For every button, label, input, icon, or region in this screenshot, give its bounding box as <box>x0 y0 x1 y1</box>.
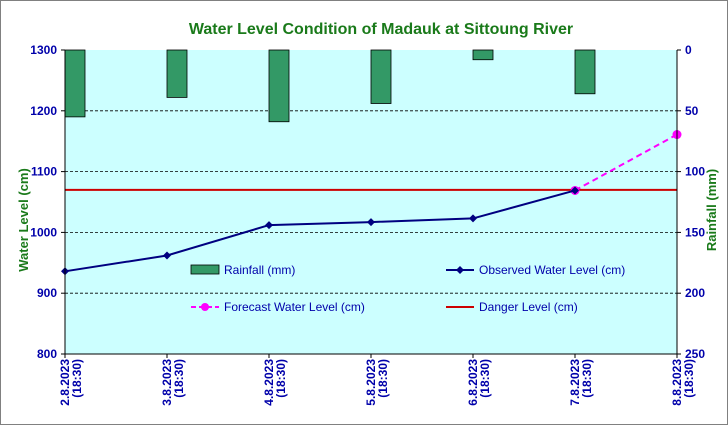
rainfall-bar <box>472 49 494 61</box>
x-tick-time: (18:30) <box>682 359 696 398</box>
x-tick-label: 3.8.2023(18:30) <box>160 359 186 406</box>
chart-title: Water Level Condition of Madauk at Sitto… <box>189 21 573 38</box>
rainfall-bar <box>370 49 392 104</box>
rainfall-bar <box>64 49 86 118</box>
observed-point <box>367 218 375 227</box>
x-tick-date: 3.8.2023 <box>160 359 174 406</box>
x-tick-date: 8.8.2023 <box>670 359 684 406</box>
y-tick-label: 800 <box>37 347 57 361</box>
y2-tick-label: 200 <box>685 286 705 300</box>
observed-point <box>265 221 273 230</box>
legend: Rainfall (mm) Observed Water Level (cm) Fo… <box>190 263 625 314</box>
y-axis-title: Water Level (cm) <box>16 168 31 272</box>
y-tick-label: 1200 <box>30 104 57 118</box>
y2-tick-label: 100 <box>685 165 705 179</box>
rainfall-bar <box>166 49 188 98</box>
x-tick-date: 4.8.2023 <box>262 359 276 406</box>
gridlines <box>65 110 677 294</box>
y2-tick-label: 50 <box>685 104 699 118</box>
x-tick-label: 8.8.2023(18:30) <box>670 359 696 406</box>
observed-point <box>469 214 477 223</box>
legend-forecast-marker <box>201 303 209 311</box>
x-tick-label: 6.8.2023(18:30) <box>466 359 492 406</box>
x-tick-date: 7.8.2023 <box>568 359 582 406</box>
x-tick-label: 7.8.2023(18:30) <box>568 359 594 406</box>
y2-tick-label: 0 <box>685 43 692 57</box>
x-tick-time: (18:30) <box>580 359 594 398</box>
legend-observed-marker <box>456 266 464 274</box>
x-tick-time: (18:30) <box>478 359 492 398</box>
x-tick-date: 2.8.2023 <box>58 359 72 406</box>
rainfall-bar <box>574 49 596 95</box>
legend-label-danger: Danger Level (cm) <box>479 300 578 314</box>
x-tick-date: 6.8.2023 <box>466 359 480 406</box>
x-tick-label: 2.8.2023(18:30) <box>58 359 84 406</box>
y-tick-label: 1000 <box>30 225 57 239</box>
series-lines <box>61 130 682 276</box>
y-tick-label: 1300 <box>30 43 57 57</box>
x-tick-time: (18:30) <box>274 359 288 398</box>
x-tick-label: 4.8.2023(18:30) <box>262 359 288 406</box>
legend-rainfall-swatch <box>190 264 220 275</box>
y2-tick-label: 150 <box>685 225 705 239</box>
rainfall-bar <box>268 49 290 123</box>
x-tick-date: 5.8.2023 <box>364 359 378 406</box>
legend-label-rainfall: Rainfall (mm) <box>224 263 295 277</box>
y2-axis-title: Rainfall (mm) <box>704 169 719 251</box>
x-tick-time: (18:30) <box>172 359 186 398</box>
x-tick-time: (18:30) <box>376 359 390 398</box>
observed-point <box>163 251 171 260</box>
rainfall-bars <box>64 49 596 123</box>
observed-line <box>64 189 576 273</box>
legend-label-forecast: Forecast Water Level (cm) <box>224 300 365 314</box>
x-tick-time: (18:30) <box>70 359 84 398</box>
y-tick-label: 900 <box>37 286 57 300</box>
axes: 1300 1200 1100 1000 900 800 0 50 100 150 200 250 2.8… <box>30 43 705 406</box>
legend-label-observed: Observed Water Level (cm) <box>479 263 625 277</box>
y2-tick-label: 250 <box>685 347 705 361</box>
y-tick-label: 1100 <box>31 165 57 179</box>
observed-point <box>571 186 579 195</box>
x-tick-label: 5.8.2023(18:30) <box>364 359 390 406</box>
